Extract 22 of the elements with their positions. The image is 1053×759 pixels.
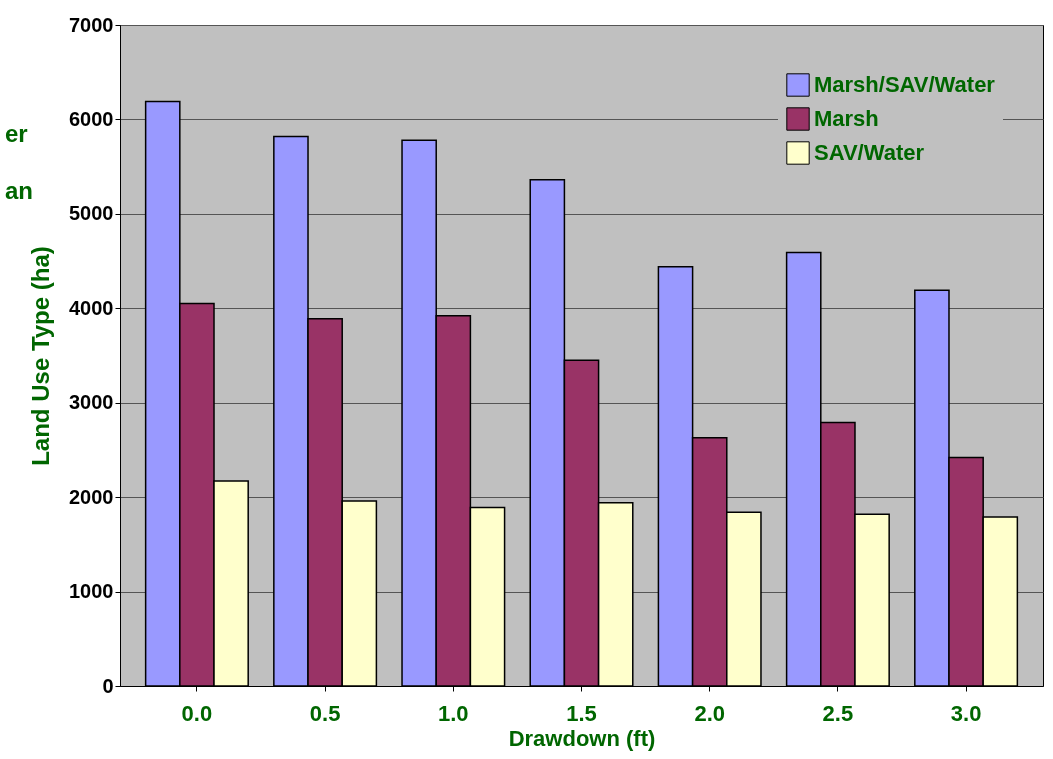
y-tick-label: 1000 [69, 580, 114, 603]
x-tick-label: 2.5 [822, 700, 854, 726]
legend-label: Marsh/SAV/Water [814, 72, 996, 97]
x-tick-label: 3.0 [950, 700, 982, 726]
text: an [5, 177, 34, 204]
y-tick-label: 3000 [69, 391, 114, 414]
y-axis-title: Land Use Type (ha) [27, 246, 55, 466]
x-tick-label: 1.0 [438, 700, 469, 726]
text: er [5, 120, 28, 147]
y-tick-label: 7000 [69, 13, 114, 36]
y-tick-label: 0 [102, 674, 114, 697]
legend-label: Marsh [814, 106, 879, 131]
x-axis-title: Drawdown (ft) [508, 725, 656, 751]
y-tick-label: 4000 [69, 296, 114, 319]
x-tick-label: 0.0 [181, 700, 213, 726]
legend-label: SAV/Water [814, 140, 925, 165]
y-tick-label: 2000 [69, 485, 114, 508]
y-tick-label: 5000 [69, 202, 114, 225]
x-tick-label: 1.5 [566, 700, 597, 726]
x-tick-label: 2.0 [694, 700, 725, 726]
x-tick-label: 0.5 [309, 700, 341, 726]
y-tick-label: 6000 [69, 107, 114, 130]
